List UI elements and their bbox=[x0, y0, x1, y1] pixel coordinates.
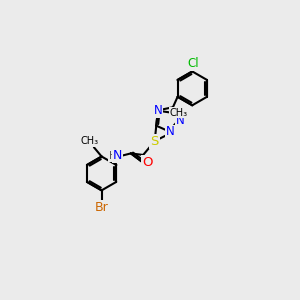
Text: N: N bbox=[176, 114, 185, 127]
Text: H: H bbox=[109, 152, 116, 161]
Text: CH₃: CH₃ bbox=[81, 136, 99, 146]
Text: O: O bbox=[142, 156, 153, 169]
Text: N: N bbox=[113, 149, 122, 162]
Text: Br: Br bbox=[95, 201, 109, 214]
Text: CH₃: CH₃ bbox=[169, 108, 188, 118]
Text: N: N bbox=[154, 104, 162, 117]
Text: Cl: Cl bbox=[187, 57, 199, 70]
Text: S: S bbox=[151, 135, 159, 148]
Text: N: N bbox=[166, 125, 175, 139]
